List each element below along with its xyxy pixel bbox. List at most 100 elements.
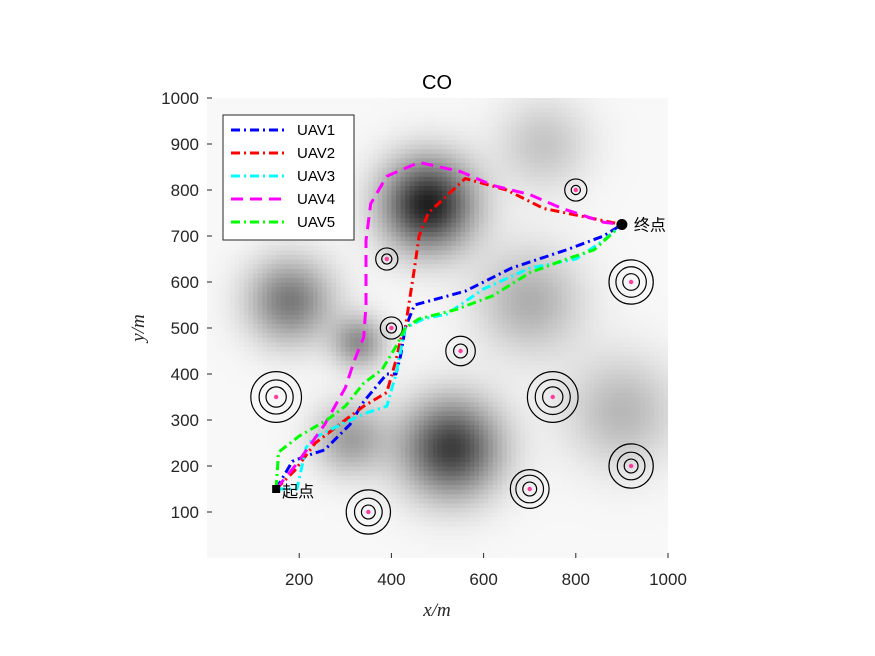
terrain-cell bbox=[220, 328, 227, 334]
terrain-cell bbox=[230, 268, 236, 274]
terrain-cell bbox=[345, 369, 351, 375]
terrain-cell bbox=[423, 318, 429, 324]
terrain-cell bbox=[280, 102, 286, 108]
terrain-cell bbox=[253, 438, 259, 444]
terrain-cell bbox=[308, 346, 314, 352]
terrain-cell bbox=[331, 277, 337, 283]
terrain-cell bbox=[391, 406, 397, 412]
terrain-cell bbox=[225, 415, 231, 421]
terrain-cell bbox=[391, 139, 397, 145]
terrain-cell bbox=[386, 157, 392, 163]
terrain-cell bbox=[345, 272, 351, 278]
terrain-cell bbox=[280, 286, 286, 292]
terrain-cell bbox=[303, 410, 310, 416]
terrain-cell bbox=[276, 502, 282, 508]
terrain-cell bbox=[382, 544, 388, 550]
terrain-cell bbox=[419, 130, 425, 136]
terrain-cell bbox=[396, 466, 402, 472]
terrain-cell bbox=[211, 121, 217, 127]
terrain-cell bbox=[396, 507, 402, 513]
terrain-cell bbox=[289, 355, 296, 361]
terrain-cell bbox=[239, 337, 245, 343]
terrain-cell bbox=[216, 121, 222, 127]
terrain-cell bbox=[386, 259, 392, 265]
terrain-cell bbox=[363, 153, 369, 159]
terrain-cell bbox=[211, 535, 217, 541]
terrain-cell bbox=[299, 341, 305, 347]
terrain-cell bbox=[400, 383, 406, 389]
terrain-cell bbox=[354, 337, 360, 343]
terrain-cell bbox=[326, 502, 333, 508]
terrain-cell bbox=[386, 328, 392, 334]
terrain-cell bbox=[239, 544, 245, 550]
terrain-cell bbox=[363, 144, 369, 150]
terrain-cell bbox=[262, 332, 268, 338]
terrain-cell bbox=[368, 369, 374, 375]
terrain-cell bbox=[299, 309, 305, 315]
terrain-cell bbox=[428, 291, 434, 297]
terrain-cell bbox=[271, 254, 277, 260]
terrain-cell bbox=[359, 378, 365, 384]
terrain-cell bbox=[396, 263, 402, 269]
terrain-cell bbox=[336, 282, 342, 288]
terrain-cell bbox=[211, 295, 217, 301]
terrain-cell bbox=[308, 516, 314, 522]
terrain-cell bbox=[289, 525, 296, 531]
terrain-cell bbox=[216, 479, 222, 485]
terrain-cell bbox=[340, 456, 346, 462]
terrain-cell bbox=[253, 456, 259, 462]
terrain-cell bbox=[262, 456, 268, 462]
terrain-cell bbox=[414, 516, 420, 522]
terrain-cell bbox=[313, 410, 319, 416]
terrain-cell bbox=[400, 318, 406, 324]
terrain-cell bbox=[266, 254, 273, 260]
terrain-cell bbox=[303, 277, 310, 283]
terrain-cell bbox=[336, 277, 342, 283]
terrain-cell bbox=[253, 452, 259, 458]
terrain-cell bbox=[271, 337, 277, 343]
terrain-cell bbox=[211, 190, 217, 196]
terrain-cell bbox=[220, 378, 227, 384]
terrain-cell bbox=[253, 461, 259, 467]
terrain-cell bbox=[345, 254, 351, 260]
terrain-cell bbox=[363, 185, 369, 191]
terrain-cell bbox=[368, 318, 374, 324]
terrain-cell bbox=[372, 383, 379, 389]
terrain-cell bbox=[280, 305, 286, 311]
terrain-cell bbox=[257, 291, 263, 297]
terrain-cell bbox=[289, 98, 296, 104]
terrain-cell bbox=[253, 268, 259, 274]
terrain-cell bbox=[280, 254, 286, 260]
terrain-cell bbox=[419, 203, 425, 209]
terrain-cell bbox=[271, 111, 277, 117]
terrain-cell bbox=[234, 98, 240, 104]
terrain-cell bbox=[363, 378, 369, 384]
terrain-cell bbox=[349, 300, 356, 306]
terrain-cell bbox=[400, 295, 406, 301]
terrain-cell bbox=[331, 456, 337, 462]
terrain-cell bbox=[317, 410, 323, 416]
terrain-cell bbox=[285, 286, 291, 292]
terrain-cell bbox=[336, 360, 342, 366]
terrain-cell bbox=[262, 98, 268, 104]
terrain-cell bbox=[322, 240, 328, 246]
terrain-cell bbox=[386, 180, 392, 186]
terrain-cell bbox=[377, 134, 383, 140]
terrain-cell bbox=[234, 282, 240, 288]
terrain-cell bbox=[345, 351, 351, 357]
terrain-cell bbox=[248, 507, 254, 513]
terrain-cell bbox=[308, 525, 314, 531]
terrain-cell bbox=[400, 162, 406, 168]
terrain-cell bbox=[368, 226, 374, 232]
terrain-cell bbox=[271, 521, 277, 527]
terrain-cell bbox=[331, 378, 337, 384]
terrain-cell bbox=[230, 447, 236, 453]
terrain-cell bbox=[280, 452, 286, 458]
terrain-cell bbox=[354, 263, 360, 269]
terrain-cell bbox=[419, 240, 425, 246]
terrain-cell bbox=[359, 461, 365, 467]
terrain-cell bbox=[377, 102, 383, 108]
terrain-cell bbox=[345, 277, 351, 283]
terrain-cell bbox=[230, 277, 236, 283]
terrain-cell bbox=[322, 410, 328, 416]
